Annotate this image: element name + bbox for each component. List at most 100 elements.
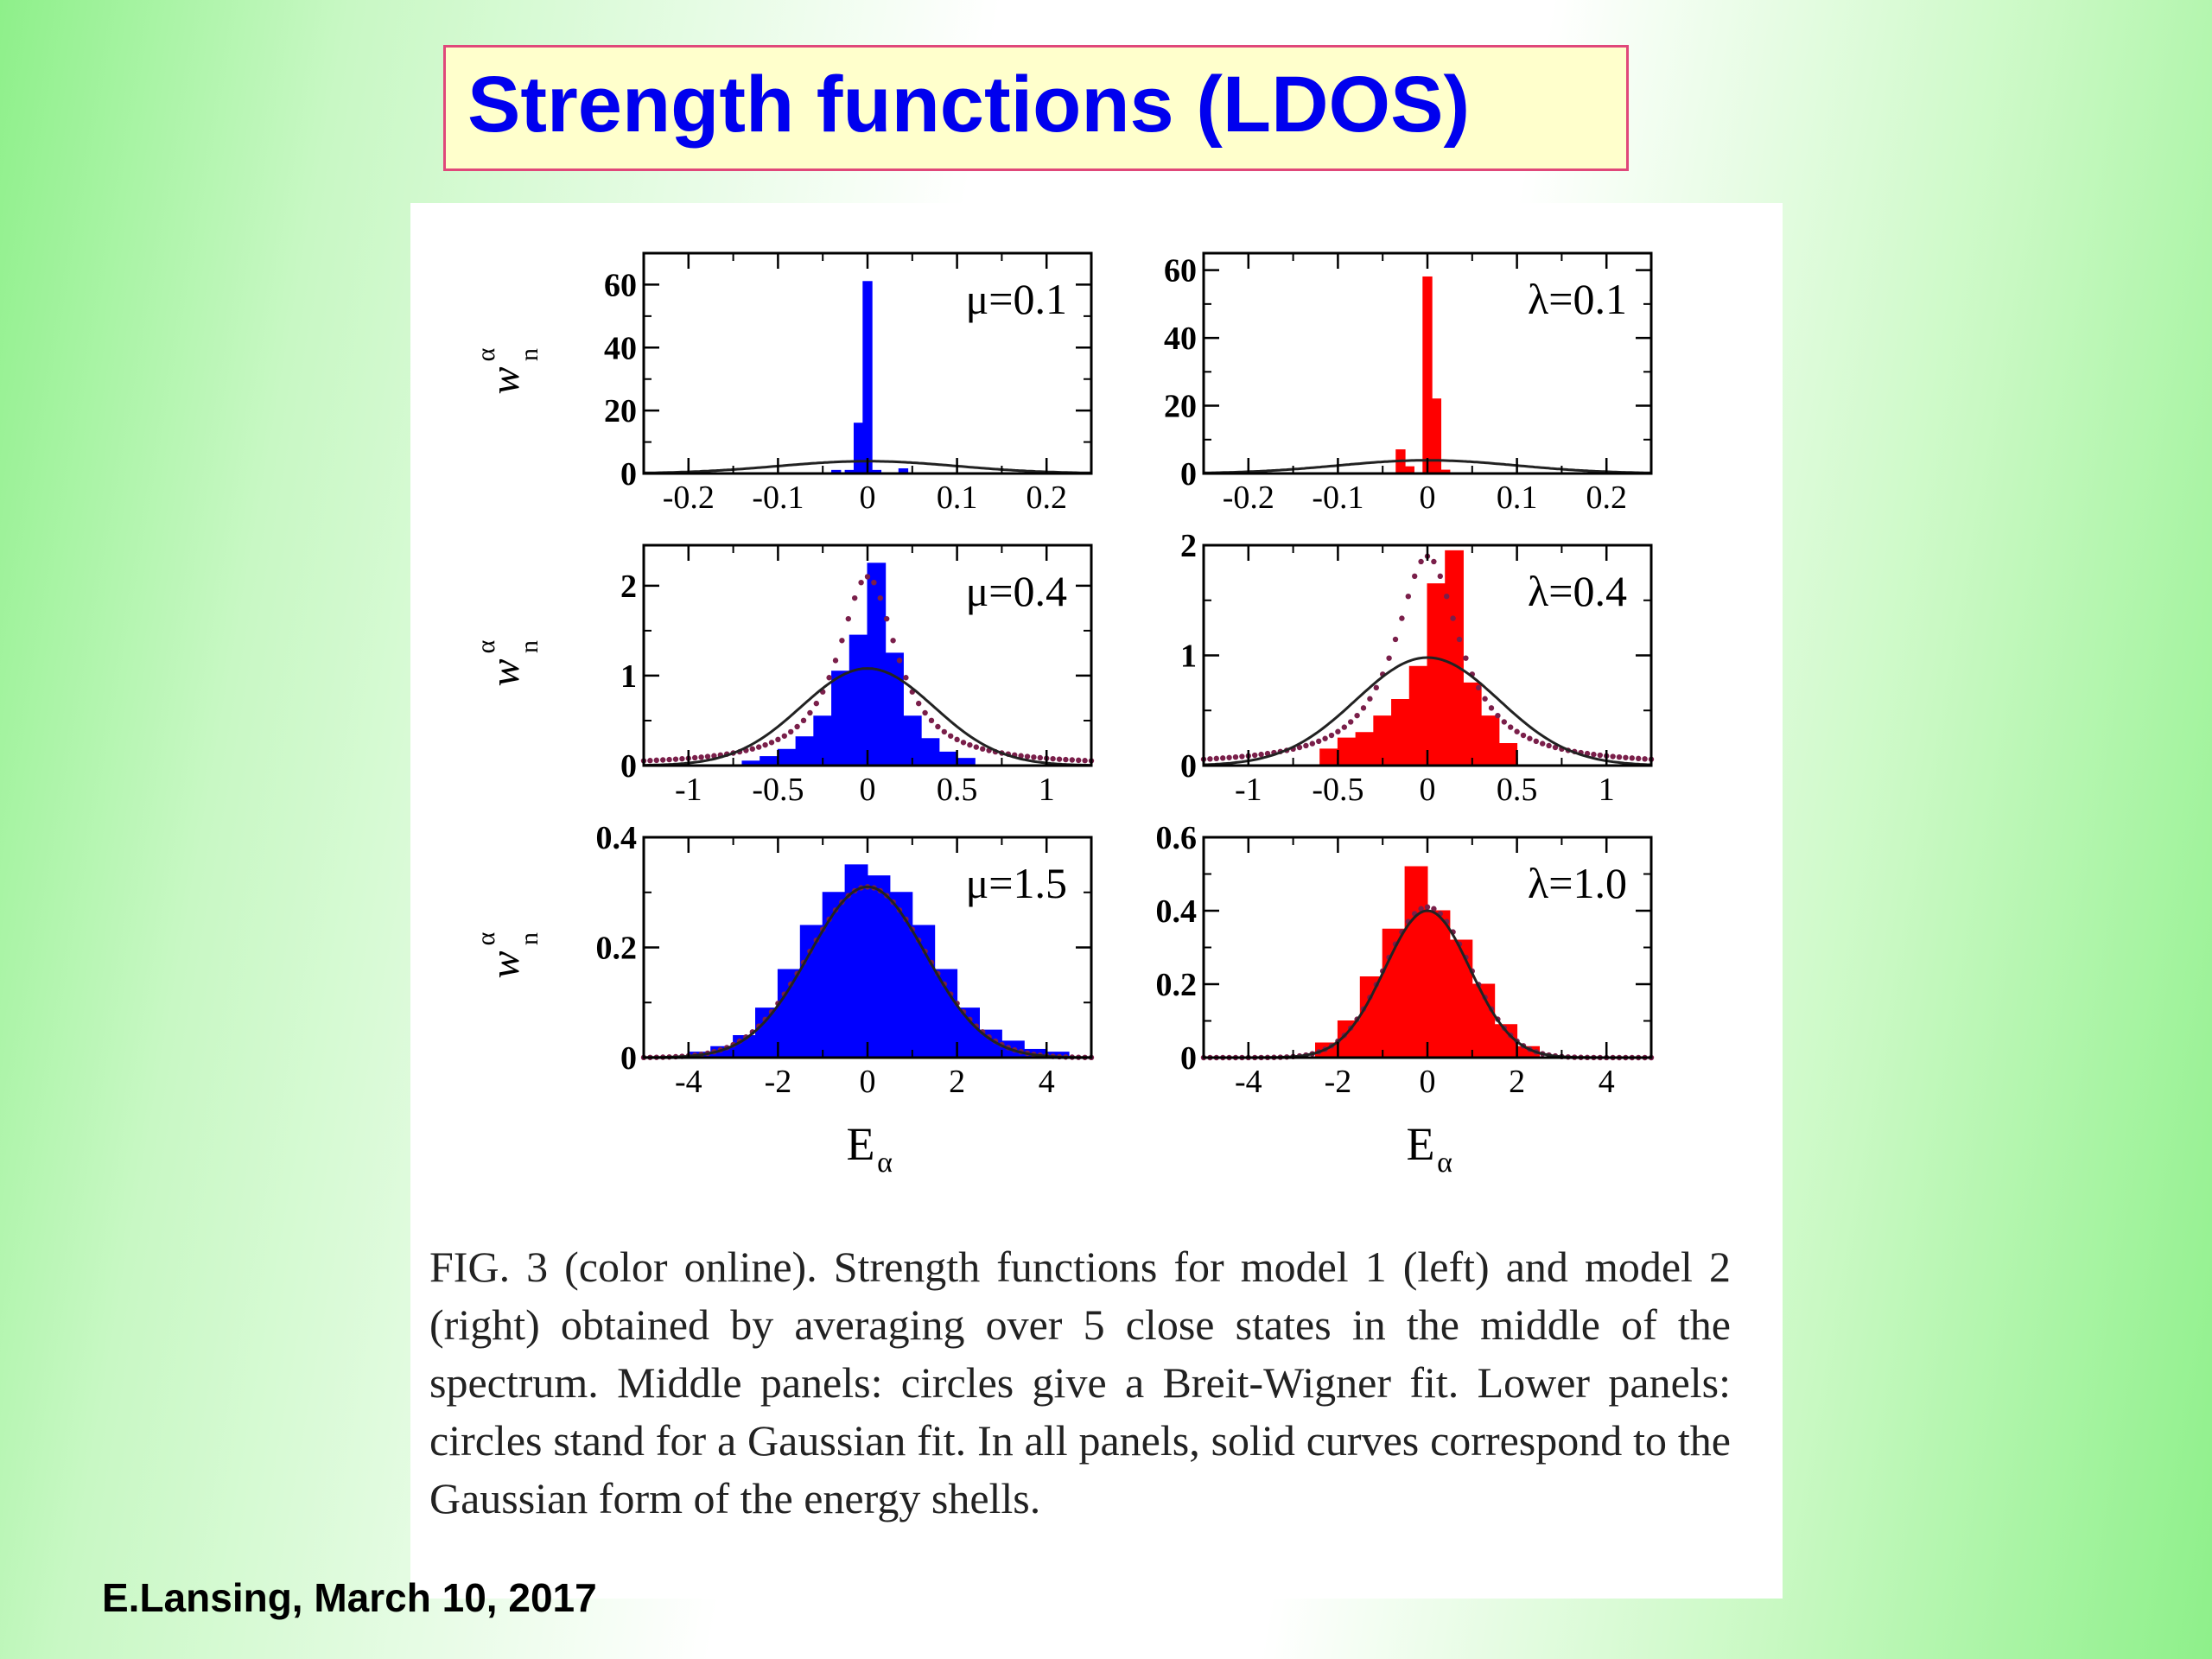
histogram-bar bbox=[760, 756, 779, 766]
fit-circle bbox=[666, 756, 672, 763]
fit-circle bbox=[1552, 744, 1559, 751]
y-tick-label: 0 bbox=[1180, 1040, 1197, 1077]
figure-caption: FIG. 3 (color online). Strength function… bbox=[429, 1243, 1731, 1522]
fit-circle bbox=[1623, 754, 1629, 760]
panel-mid-left: -1 -0.5 0 0.5 1 0 1 2 μ=0.4 wn α bbox=[472, 543, 1095, 808]
fit-circle bbox=[890, 638, 896, 644]
fit-circle bbox=[1412, 573, 1418, 580]
fit-circle bbox=[1341, 724, 1348, 730]
fit-circle bbox=[749, 746, 755, 752]
x-tick-label: -2 bbox=[765, 1064, 792, 1100]
y-tick-label: 0.2 bbox=[1156, 967, 1198, 1003]
x-tick-label: -0.1 bbox=[752, 480, 804, 516]
fit-circle bbox=[1252, 752, 1258, 759]
fit-circle bbox=[800, 717, 807, 724]
x-tick-label: 0.2 bbox=[1026, 480, 1067, 516]
panel-parameter-label: μ=1.5 bbox=[965, 859, 1067, 907]
y-tick-label: 0.4 bbox=[1156, 893, 1198, 930]
fit-circle bbox=[1018, 753, 1024, 759]
panel-parameter-label: λ=1.0 bbox=[1528, 859, 1627, 907]
y-tick-label: 0 bbox=[1180, 456, 1197, 493]
x-tick-label: 0.1 bbox=[1497, 480, 1538, 516]
fit-circle bbox=[916, 700, 922, 707]
y-axis-label-main: w bbox=[482, 950, 528, 978]
histogram-bar bbox=[799, 925, 823, 1058]
histogram-bar bbox=[920, 738, 940, 766]
x-tick-label: 0 bbox=[860, 772, 876, 808]
fit-circle bbox=[1220, 755, 1226, 761]
y-axis-label-sub: n bbox=[515, 348, 543, 361]
fit-circle bbox=[832, 658, 839, 664]
x-tick-label: -2 bbox=[1325, 1064, 1352, 1100]
y-tick-label: 2 bbox=[1180, 528, 1197, 564]
fit-circle bbox=[756, 744, 762, 750]
x-tick-label: -0.5 bbox=[752, 772, 804, 808]
fit-circle bbox=[1309, 741, 1316, 747]
fit-circle bbox=[647, 758, 653, 764]
y-axis-label-sup: α bbox=[472, 931, 500, 945]
x-axis-label-main: E bbox=[1407, 1118, 1435, 1170]
fit-circle bbox=[1444, 593, 1450, 600]
x-tick-label: 0 bbox=[860, 480, 876, 516]
fit-circle bbox=[1591, 751, 1597, 758]
fit-circle bbox=[1629, 755, 1636, 761]
fit-circle bbox=[1488, 705, 1495, 711]
x-tick-label: 0.5 bbox=[937, 772, 978, 808]
histogram-bar bbox=[912, 925, 936, 1058]
fit-circle bbox=[871, 579, 877, 586]
fit-circle bbox=[1501, 719, 1508, 725]
x-tick-label: 2 bbox=[1509, 1064, 1525, 1100]
fit-circle bbox=[858, 579, 864, 586]
histogram-bar bbox=[795, 736, 815, 766]
x-tick-label: 1 bbox=[1039, 772, 1055, 808]
fit-circle bbox=[928, 717, 935, 724]
x-tick-label: -1 bbox=[1235, 772, 1262, 808]
histogram-bar bbox=[889, 892, 913, 1058]
fit-circle bbox=[935, 723, 941, 730]
fit-circle bbox=[922, 709, 928, 716]
title-box: Strength functions (LDOS) bbox=[443, 45, 1629, 171]
fit-circle bbox=[1610, 753, 1616, 760]
histogram-bar bbox=[1445, 550, 1464, 766]
x-tick-label: -4 bbox=[1235, 1064, 1262, 1100]
fit-circle bbox=[1024, 753, 1031, 760]
fit-circle bbox=[1296, 744, 1303, 751]
y-axis-label-sup: α bbox=[472, 347, 500, 361]
fit-circle bbox=[1456, 636, 1463, 643]
fit-circle bbox=[973, 744, 979, 750]
fit-circle bbox=[768, 740, 775, 746]
fit-circle bbox=[903, 675, 909, 681]
y-axis-label: wn α bbox=[472, 931, 543, 978]
fit-circle bbox=[1063, 756, 1069, 763]
histogram-bar bbox=[1408, 665, 1428, 766]
y-tick-label: 0.4 bbox=[596, 820, 638, 856]
y-tick-label: 0 bbox=[1180, 748, 1197, 785]
y-tick-label: 20 bbox=[604, 393, 637, 429]
fit-circle bbox=[762, 741, 768, 748]
x-tick-label: 0.2 bbox=[1586, 480, 1627, 516]
x-tick-label: 0.1 bbox=[937, 480, 978, 516]
fit-circle bbox=[1232, 753, 1239, 760]
panel-mid-right: -1 -0.5 0 0.5 1 0 1 2 λ=0.4 bbox=[1180, 528, 1655, 808]
gaussian-curve bbox=[644, 885, 1091, 1059]
histogram-bar bbox=[1337, 737, 1357, 766]
histogram-bar bbox=[862, 281, 873, 474]
x-tick-label: -0.2 bbox=[1223, 480, 1274, 516]
histogram-bar bbox=[1355, 732, 1375, 766]
fit-circle bbox=[1328, 732, 1335, 739]
x-tick-label: -0.2 bbox=[663, 480, 715, 516]
fit-circle bbox=[1418, 906, 1424, 912]
histogram-bar bbox=[777, 748, 797, 766]
fit-circle bbox=[1597, 752, 1604, 759]
fit-circle bbox=[1642, 756, 1648, 762]
fit-circle bbox=[967, 741, 973, 748]
fit-circle bbox=[1533, 738, 1540, 745]
fit-circle bbox=[1636, 755, 1642, 762]
fit-circle bbox=[1207, 756, 1213, 762]
fit-circle bbox=[1386, 655, 1392, 661]
fit-circle bbox=[1348, 719, 1354, 725]
fit-circle bbox=[1463, 655, 1469, 661]
histogram-bar bbox=[1359, 976, 1383, 1058]
fit-circle bbox=[896, 658, 903, 664]
